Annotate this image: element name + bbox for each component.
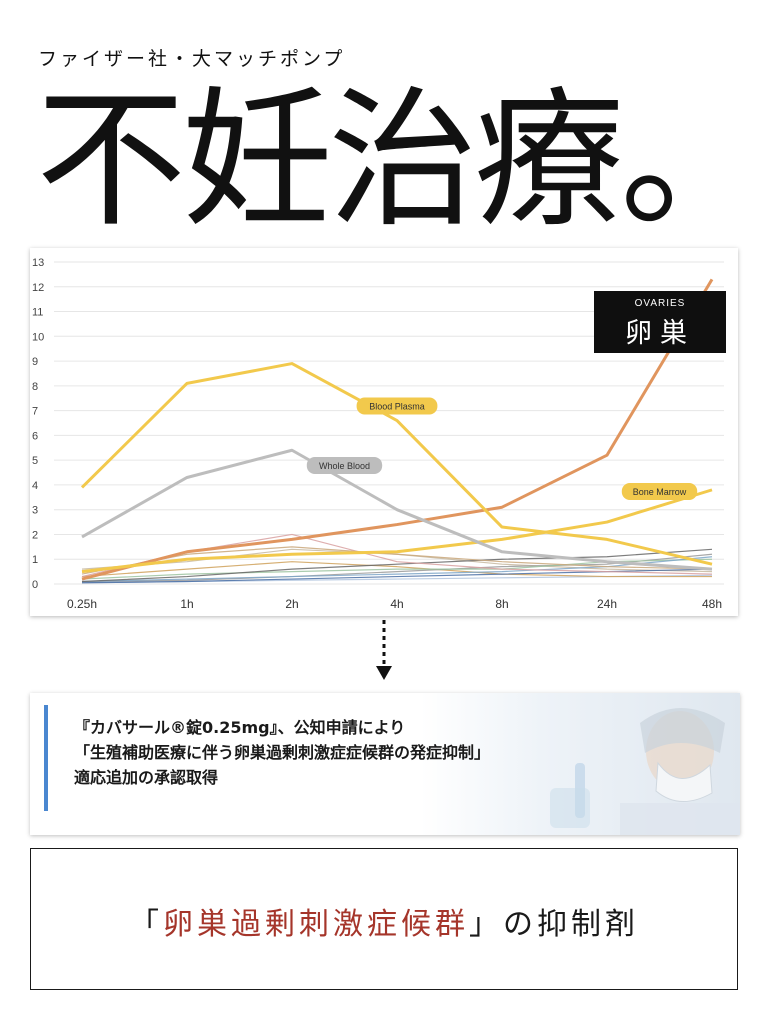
footer-bracket-open: 「 — [129, 907, 163, 942]
y-tick-label: 4 — [32, 480, 38, 492]
accent-bar — [44, 705, 48, 811]
announcement-line-1: 『カバサール®錠0.25mg』、公知申請により — [74, 718, 406, 737]
y-tick-label: 0 — [32, 579, 38, 591]
announcement-text: 『カバサール®錠0.25mg』、公知申請により 「生殖補助医療に伴う卵巣過剰刺激… — [74, 715, 490, 790]
x-tick-label: 0.25h — [67, 597, 97, 611]
y-tick-label: 3 — [32, 505, 38, 517]
series-label-bg — [356, 397, 438, 415]
footer-box: 「卵巣過剰刺激症候群」の抑制剤 — [30, 848, 738, 990]
announcement-line-3: 適応追加の承認取得 — [74, 768, 219, 787]
ovaries-badge-jp: 卵巣 — [625, 318, 695, 349]
x-tick-label: 24h — [597, 597, 617, 611]
series-line — [81, 553, 713, 583]
y-tick-label: 12 — [32, 282, 44, 294]
down-arrow-icon — [376, 620, 392, 680]
x-tick-label: 48h — [702, 597, 722, 611]
series-label: Blood Plasma — [369, 402, 425, 412]
x-tick-label: 1h — [180, 597, 193, 611]
y-tick-label: 2 — [32, 529, 38, 541]
y-tick-label: 6 — [32, 430, 38, 442]
series-label-bg — [621, 482, 698, 500]
series-label: Whole Blood — [319, 461, 370, 471]
series-line — [81, 546, 713, 575]
y-tick-label: 11 — [32, 307, 43, 319]
x-tick-label: 4h — [390, 597, 403, 611]
y-tick-label: 9 — [32, 356, 38, 368]
footer-text: 「卵巣過剰刺激症候群」の抑制剤 — [31, 899, 737, 943]
chart-card: 0 1 2 3 4 5 6 7 8 9 10 11 12 13 0.25h 1h 2h 4h 8h 24h 48h Blo… — [30, 248, 738, 616]
ovaries-badge-en: OVARIES — [634, 298, 686, 309]
footer-highlight: 卵巣過剰刺激症候群 — [163, 907, 469, 942]
footer-rest: 」の抑制剤 — [469, 907, 639, 942]
x-tick-label: 2h — [285, 597, 298, 611]
series-line — [81, 488, 713, 574]
main-title: 不妊治療。 — [36, 74, 760, 248]
x-tick-label: 8h — [495, 597, 508, 611]
series-line — [81, 278, 714, 581]
series-line — [81, 561, 712, 578]
series-label: Bone Marrow — [633, 487, 687, 497]
y-tick-label: 5 — [32, 455, 38, 467]
y-tick-label: 13 — [32, 257, 44, 269]
y-tick-label: 10 — [32, 331, 44, 343]
series-line — [80, 362, 713, 566]
series-line — [81, 448, 713, 571]
subtitle: ファイザー社・大マッチポンプ — [38, 48, 346, 70]
announcement-card: 『カバサール®錠0.25mg』、公知申請により 「生殖補助医療に伴う卵巣過剰刺激… — [30, 693, 740, 835]
series-label-bg — [306, 456, 383, 474]
y-tick-label: 7 — [32, 406, 38, 418]
announcement-line-2: 「生殖補助医療に伴う卵巣過剰刺激症症候群の発症抑制」 — [74, 743, 491, 762]
y-tick-label: 8 — [32, 381, 38, 393]
series-line — [81, 548, 713, 583]
ovaries-badge: OVARIES 卵巣 — [594, 291, 726, 353]
lab-scientist-image — [550, 708, 740, 835]
y-tick-label: 1 — [32, 554, 38, 566]
